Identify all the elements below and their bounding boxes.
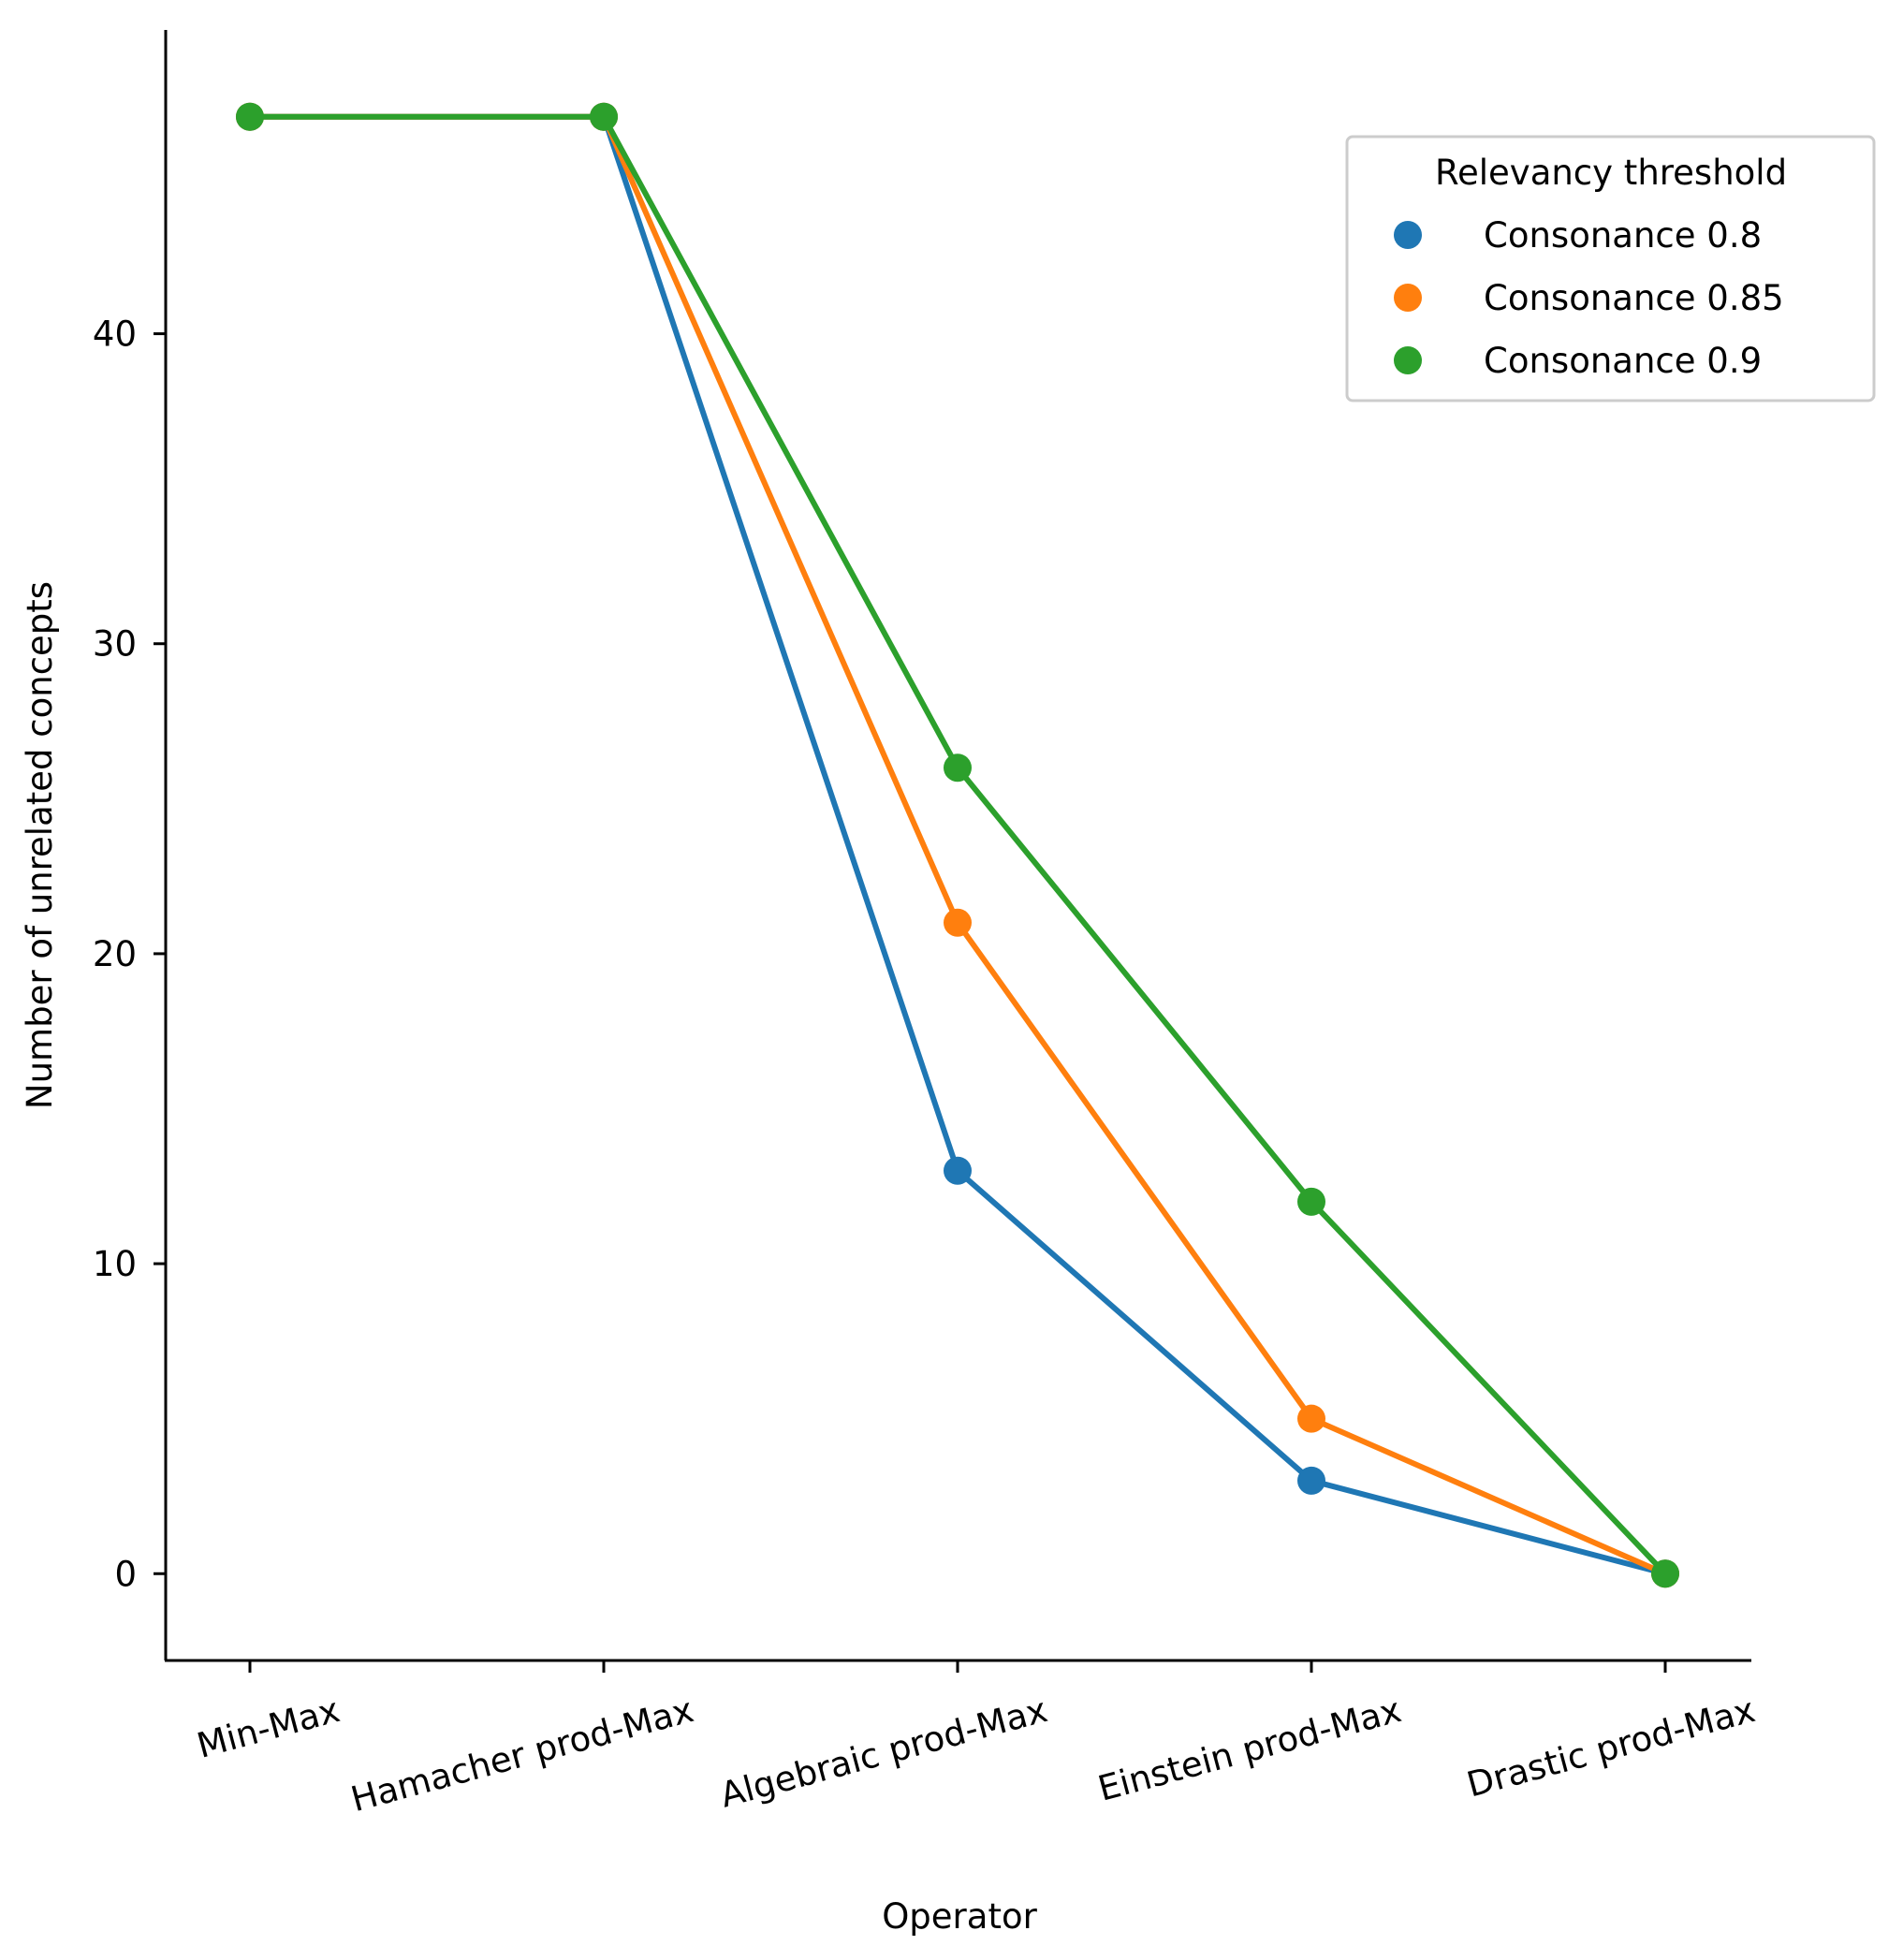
y-tick-label: 30 xyxy=(93,624,137,665)
x-tick-label: Min-Max xyxy=(193,1689,344,1766)
y-tick-label: 10 xyxy=(93,1244,137,1284)
x-tick-label: Drastic prod-Max xyxy=(1463,1689,1760,1805)
y-tick-label: 0 xyxy=(114,1554,137,1594)
legend-marker xyxy=(1394,346,1422,374)
data-point xyxy=(590,102,618,131)
legend-marker xyxy=(1394,221,1422,249)
data-point xyxy=(1297,1404,1325,1433)
y-ticks: 0 10 20 30 40 xyxy=(93,314,166,1594)
legend-marker xyxy=(1394,284,1422,312)
y-tick-label: 20 xyxy=(93,934,137,974)
data-point xyxy=(1297,1187,1325,1216)
data-point xyxy=(944,753,972,783)
x-ticks: Min-Max Hamacher prod-Max Algebraic prod-M… xyxy=(193,1660,1759,1820)
series-3 xyxy=(236,102,1679,1588)
x-axis-label: Operator xyxy=(882,1896,1037,1937)
legend-label: Consonance 0.8 xyxy=(1484,215,1762,256)
plot-area xyxy=(236,102,1679,1588)
data-point xyxy=(236,102,264,131)
legend-label: Consonance 0.85 xyxy=(1484,278,1784,318)
legend-items: Consonance 0.8 Consonance 0.85 Consonance … xyxy=(1394,215,1784,381)
x-tick-label: Algebraic prod-Max xyxy=(716,1689,1051,1816)
y-axis-label: Number of unrelated concepts xyxy=(20,581,60,1109)
data-point xyxy=(944,1156,972,1185)
legend: Relevancy threshold Consonance 0.8Conson… xyxy=(1345,135,1876,402)
x-tick-label: Einstein prod-Max xyxy=(1094,1689,1406,1809)
y-tick-label: 40 xyxy=(93,314,137,355)
data-point xyxy=(1297,1466,1325,1495)
data-point xyxy=(944,908,972,937)
legend-label: Consonance 0.9 xyxy=(1484,341,1762,381)
data-point xyxy=(1651,1559,1679,1588)
legend-title: Relevancy threshold xyxy=(1435,153,1787,193)
legend-frame xyxy=(1345,135,1876,402)
x-tick-label: Hamacher prod-Max xyxy=(346,1689,697,1820)
